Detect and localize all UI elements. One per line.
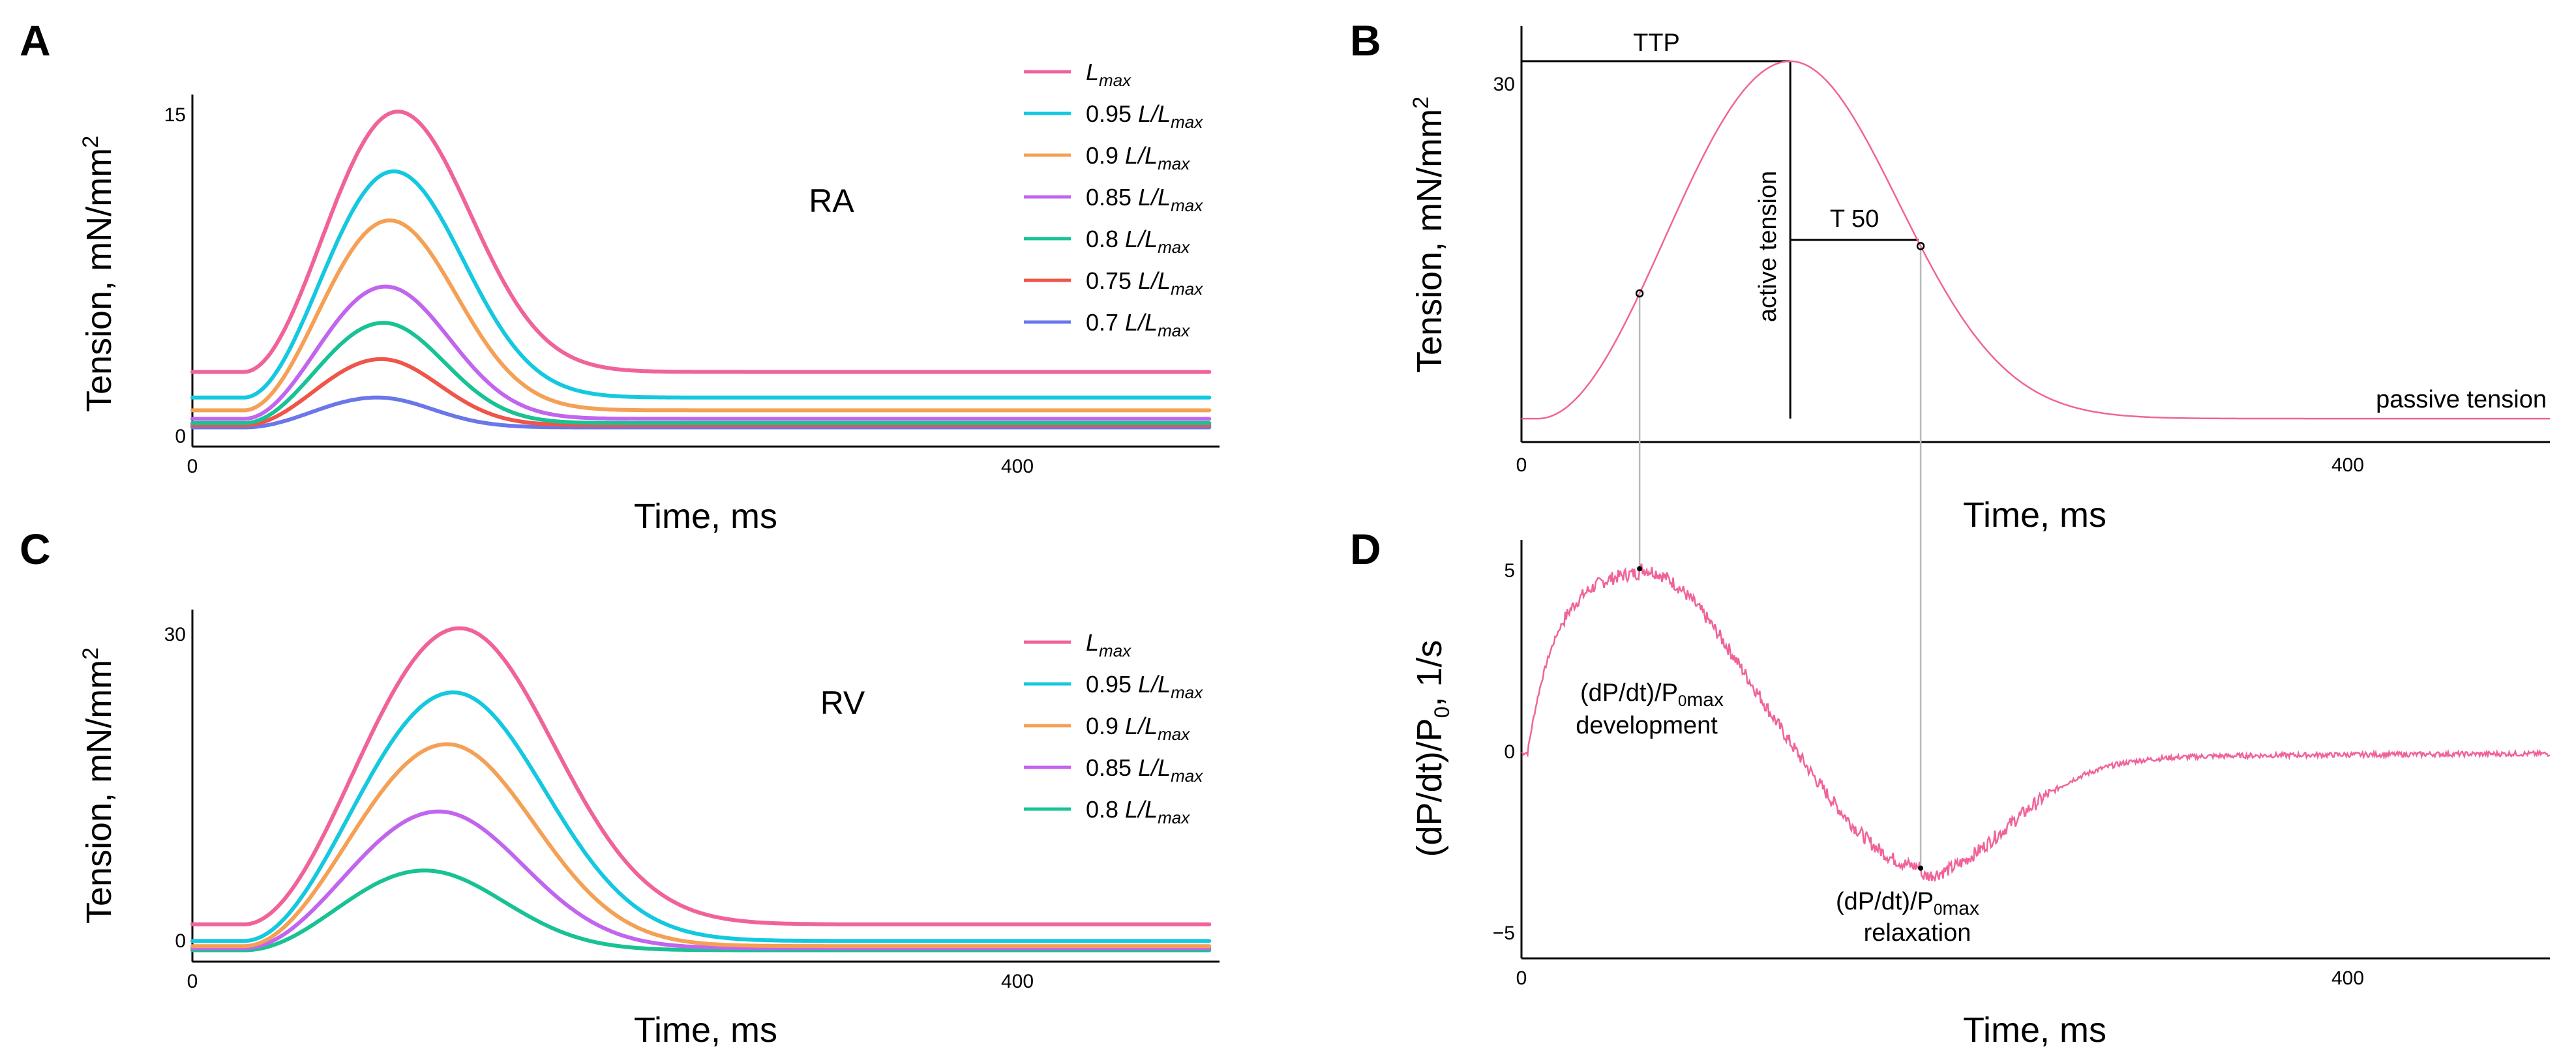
panel-c-title: RV [820,685,865,721]
panel-a-curves [190,110,1212,430]
ttp-label: TTP [1633,29,1680,57]
panel-d-chart: 5 0 −5 0 400 Time, ms (dP/dt)/P0, 1/s (d… [1410,540,2551,1050]
panel-b-ylabel: Tension, mN/mm2 [1409,96,1449,373]
panel-label-a: A [20,16,51,65]
panel-c-xtick-400: 400 [1001,971,1034,992]
rel-annotation-line1: (dP/dt)/P0max [1836,888,1979,919]
passive-tension-label: passive tension [2376,386,2547,413]
panel-a-legend-label-0_75: 0.75 L/Lmax [1086,267,1203,299]
panel-d-ylabel: (dP/dt)/P0, 1/s [1410,640,1454,857]
rel-annotation-line2: relaxation [1864,919,1971,947]
panel-label-b: B [1350,16,1381,65]
panel-d-ylabel-sub: 0 [1430,707,1454,718]
panel-c-series-0_95 [190,690,1212,943]
panel-d-curve [1521,563,2551,881]
panel-a-chart: 15 0 0 400 Time, ms Tension, mN/mm2 RA L… [78,59,1220,536]
panel-label-d: D [1350,525,1381,573]
panel-b-ytick-30: 30 [1493,74,1515,95]
dev-derivative-marker [1637,566,1643,572]
dev-annotation-line1: (dP/dt)/P0max [1580,679,1724,711]
panel-a-legend-label-Lmax: Lmax [1086,59,1131,90]
panel-a-series-0_7 [190,395,1212,430]
t50-label: T 50 [1830,205,1879,233]
panel-a-legend-label-0_85: 0.85 L/Lmax [1086,184,1203,215]
panel-a-xlabel: Time, ms [634,497,777,536]
panel-c-series-0_9 [190,742,1212,949]
panel-c-curves [190,626,1212,953]
panel-a-ylabel-text: Tension, mN/mm [80,148,119,412]
panel-c-chart: 30 0 0 400 Time, ms Tension, mN/mm2 RV L… [78,610,1220,1050]
panel-c-ylabel-text: Tension, mN/mm [80,660,119,924]
panel-d-ytick-0: 0 [1504,741,1515,763]
panel-c-ytick-30: 30 [164,624,186,645]
panel-d-ylabel-tail: , 1/s [1410,640,1449,707]
panel-b-xlabel: Time, ms [1963,495,2106,535]
panel-a-series-Lmax [190,110,1212,374]
panel-a-legend-label-0_95: 0.95 L/Lmax [1086,100,1203,132]
panel-b-curve [1521,60,2550,420]
panel-a-xtick-400: 400 [1001,456,1034,477]
panel-c-series-Lmax [190,626,1212,926]
panel-d-xtick-0: 0 [1516,968,1527,989]
active-tension-label: active tension [1754,171,1782,322]
panel-a-series-0_75 [190,357,1212,428]
rel-annotation-text: (dP/dt)/P [1836,888,1934,915]
panel-a-legend-label-0_8: 0.8 L/Lmax [1086,226,1190,257]
dev-annotation-line2: development [1576,712,1718,739]
dev-annotation-text: (dP/dt)/P [1580,679,1678,707]
panel-a-ylabel: Tension, mN/mm2 [78,136,119,412]
panel-c-series-0_8 [190,868,1212,953]
panel-c-xlabel: Time, ms [634,1011,777,1050]
panel-a-series-0_85 [190,284,1212,421]
panel-a-ytick-0: 0 [175,426,186,447]
dev-tension-marker [1635,289,1644,298]
panel-c-ytick-0: 0 [175,930,186,952]
panel-a-ylabel-sup: 2 [78,136,103,148]
cross-panel-guides [1635,242,1925,871]
panel-c-xtick-0: 0 [187,971,198,992]
panel-c-legend-label-0_8: 0.8 L/Lmax [1086,796,1190,827]
rel-tension-marker [1916,242,1925,250]
panel-c-legend-label-0_95: 0.95 L/Lmax [1086,671,1203,702]
panel-b-chart: 30 0 400 Time, ms Tension, mN/mm2 TTP ac… [1409,26,2550,535]
panel-b-xtick-400: 400 [2331,454,2364,476]
panel-c-legend-label-Lmax: Lmax [1086,629,1131,660]
panel-c-legend-label-0_9: 0.9 L/Lmax [1086,713,1190,744]
panel-d-ytick-minus5: −5 [1493,923,1515,944]
panel-c-legend-label-0_85: 0.85 L/Lmax [1086,754,1203,786]
dev-annotation-sub: 0 [1678,692,1686,710]
panel-c-ylabel-sup: 2 [78,647,103,660]
panel-a-series-0_8 [190,321,1212,425]
panel-a-legend: Lmax 0.95 L/Lmax 0.9 L/Lmax 0.85 L/Lmax 0.8 … [1024,59,1203,340]
panel-d-xlabel: Time, ms [1963,1011,2106,1050]
panel-b-xtick-0: 0 [1516,454,1527,476]
panel-b-annotation-lines [1521,60,1919,419]
panel-b-tension-curve [1521,60,2550,420]
panel-d-ytick-5: 5 [1504,560,1515,582]
panel-d-ylabel-text: (dP/dt)/P [1410,718,1449,857]
panel-b-ylabel-text: Tension, mN/mm [1410,109,1449,373]
panel-label-c: C [20,525,51,573]
panel-c-legend: Lmax 0.95 L/Lmax 0.9 L/Lmax 0.85 L/Lmax 0.8 … [1024,629,1203,827]
panel-a-title: RA [809,183,854,219]
panel-c-ylabel: Tension, mN/mm2 [78,647,119,924]
dev-annotation-max: max [1686,689,1724,711]
panel-a-legend-label-0_7: 0.7 L/Lmax [1086,309,1190,340]
panel-d-derivative-curve [1521,563,2551,881]
panel-c-series-0_85 [190,809,1212,951]
panel-a-xtick-0: 0 [187,456,198,477]
rel-derivative-marker [1918,865,1924,871]
rel-annotation-max: max [1942,898,1979,919]
panel-a-series-0_9 [190,218,1212,413]
panel-a-series-0_95 [190,169,1212,400]
panel-a-legend-label-0_9: 0.9 L/Lmax [1086,142,1190,173]
panel-b-ylabel-sup: 2 [1409,96,1433,109]
panel-d-xtick-400: 400 [2331,968,2364,989]
rel-annotation-sub: 0 [1934,901,1942,919]
panel-a-ytick-15: 15 [164,104,186,126]
